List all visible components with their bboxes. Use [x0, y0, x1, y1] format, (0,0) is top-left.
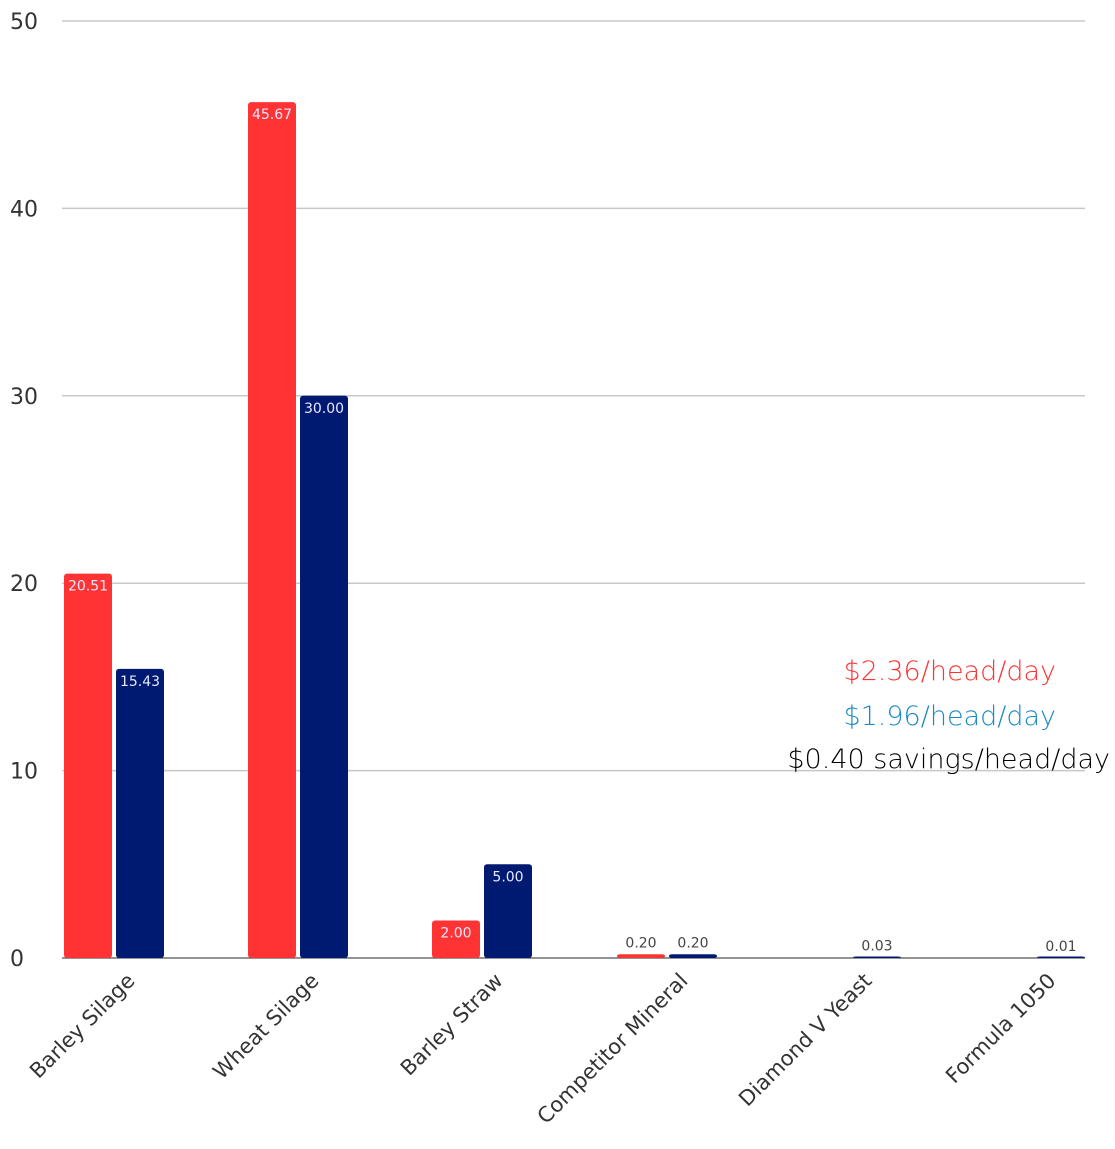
bar-value-label: 0.01: [1045, 939, 1076, 955]
bar-series-2: [669, 954, 717, 958]
bar-series-1: [248, 102, 296, 958]
bar-series-2: [853, 956, 901, 958]
bar-series-2: [484, 864, 532, 958]
bar-value-label: 0.03: [861, 938, 892, 954]
bar-value-label: 30.00: [304, 401, 344, 417]
y-tick-label: 0: [10, 947, 24, 972]
bar-value-label: 15.43: [120, 674, 160, 690]
bar-value-label: 5.00: [492, 869, 523, 885]
bar-value-label: 45.67: [252, 107, 292, 123]
bar-series-2: [300, 395, 348, 958]
bar-value-label: 0.20: [625, 935, 656, 951]
grid-layer: [62, 20, 1085, 959]
annotations: $2.36/head/day $1.96/head/day $0.40 saving…: [787, 656, 1110, 775]
x-category-label: Diamond V Yeast: [734, 969, 877, 1112]
bar-value-label: 0.20: [677, 935, 708, 951]
y-tick-label: 30: [10, 385, 38, 410]
y-tick-label: 50: [10, 10, 38, 35]
bar-series-1: [64, 573, 112, 958]
x-category-label: Barley Silage: [25, 969, 139, 1083]
y-tick-label: 40: [10, 197, 38, 222]
x-category-label: Barley Straw: [396, 969, 508, 1081]
bar-series-2: [1037, 956, 1085, 958]
x-category-label: Competitor Mineral: [533, 969, 693, 1129]
y-axis-ticks: 0 10 20 30 40 50: [10, 10, 38, 972]
bar-value-labels: 20.51 45.67 2.00 0.20 15.43 30.00 5.00 0.20 0.03…: [68, 107, 1077, 955]
bars: [64, 102, 1085, 958]
cost-annotation: $0.40 savings/head/day: [787, 744, 1110, 775]
cost-annotation: $2.36/head/day: [843, 656, 1056, 687]
bar-value-label: 20.51: [68, 579, 108, 595]
bar-value-label: 2.00: [440, 926, 471, 942]
bar-series-2: [116, 668, 164, 958]
y-tick-label: 10: [10, 760, 38, 785]
x-axis-categories: Barley Silage Wheat Silage Barley Straw Com…: [25, 969, 1060, 1129]
x-category-label: Wheat Silage: [208, 969, 323, 1084]
cost-annotation: $1.96/head/day: [843, 701, 1056, 732]
y-tick-label: 20: [10, 572, 38, 597]
x-category-label: Formula 1050: [941, 969, 1061, 1089]
bar-series-1: [432, 920, 480, 958]
bar-series-1: [617, 954, 665, 958]
